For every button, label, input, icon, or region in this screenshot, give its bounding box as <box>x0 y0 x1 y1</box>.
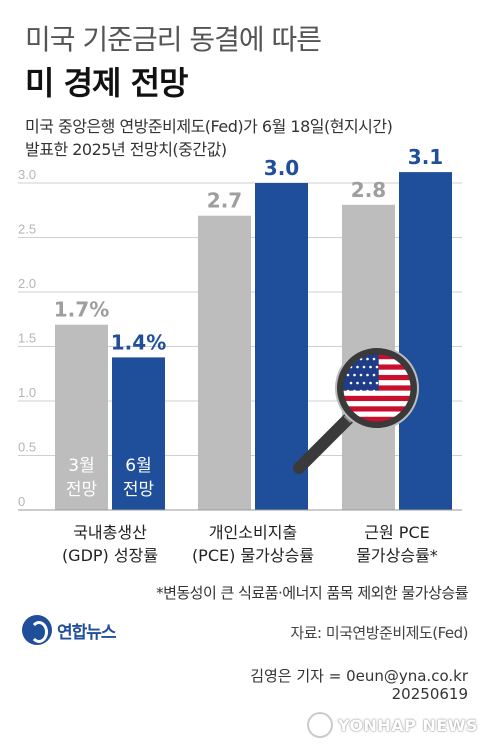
reporter-text: 김영은 기자 = 0eun@yna.co.kr <box>250 667 468 685</box>
magnifier-us-flag-icon <box>293 346 419 474</box>
page-title: 미 경제 전망 <box>25 64 188 102</box>
subtitle-line1: 미국 중앙은행 연방준비제도(Fed)가 6월 18일(현지시간) <box>25 117 393 136</box>
bar <box>399 172 452 510</box>
series-label: 6월 <box>125 456 151 476</box>
data-label: 1.7% <box>54 298 109 322</box>
date-text: 20250619 <box>391 685 468 703</box>
y-tick-label: 0.5 <box>18 440 36 455</box>
y-tick-label: 2.0 <box>18 276 36 291</box>
title-line1: 미국 기준금리 동결에 따른 <box>25 23 322 56</box>
series-label: 3월 <box>68 456 94 476</box>
y-tick-label: 1.5 <box>18 331 36 346</box>
y-tick-label: 1.0 <box>18 385 36 400</box>
data-label: 3.0 <box>264 156 299 180</box>
category-label: 근원 PCE <box>364 523 429 542</box>
bar <box>112 357 165 510</box>
series-label: 전망 <box>66 480 98 500</box>
bar <box>55 324 108 510</box>
watermark-logo-icon <box>306 712 333 738</box>
y-tick-label: 2.5 <box>18 222 36 237</box>
yonhap-logo: 연합뉴스 <box>22 615 117 645</box>
footnote: *변동성이 큰 식료품·에너지 품목 제외한 물가상승률 <box>156 584 468 602</box>
source-text: 자료: 미국연방준비제도(Fed) <box>290 624 468 642</box>
y-tick-label: 0 <box>18 494 25 509</box>
yonhap-logo-icon <box>22 615 52 645</box>
logo-text: 연합뉴스 <box>57 622 117 643</box>
bar <box>198 215 251 510</box>
category-label: 국내총생산 <box>73 523 147 542</box>
subtitle-line2: 발표한 2025년 전망치(중간값) <box>25 140 227 159</box>
category-label: 물가상승률* <box>356 546 438 565</box>
y-tick-label: 3.0 <box>18 167 36 182</box>
data-label: 2.7 <box>207 189 242 213</box>
series-label: 전망 <box>123 480 155 500</box>
data-label: 1.4% <box>111 330 166 354</box>
watermark: YONHAP NEWS <box>306 712 478 738</box>
bar <box>255 183 308 510</box>
category-label: 개인소비지출 <box>209 523 297 542</box>
data-label: 2.8 <box>351 178 386 202</box>
data-label: 3.1 <box>408 145 443 169</box>
watermark-text: YONHAP NEWS <box>337 715 478 735</box>
category-label: (GDP) 성장률 <box>62 546 158 565</box>
category-label: (PCE) 물가상승률 <box>192 546 314 565</box>
